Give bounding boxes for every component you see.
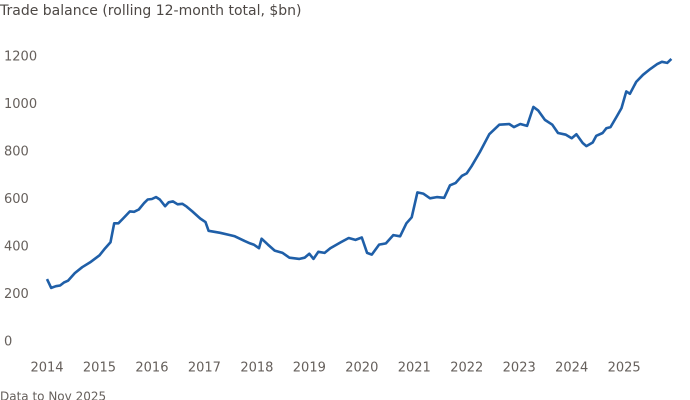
x-tick-label: 2018 — [240, 361, 273, 376]
x-tick-label: 2016 — [135, 361, 168, 376]
y-tick-label: 0 — [4, 335, 12, 350]
data-line — [45, 57, 673, 290]
x-tick-label: 2014 — [30, 361, 63, 376]
x-tick-label: 2020 — [345, 361, 378, 376]
y-tick-label: 200 — [4, 287, 29, 302]
x-tick-label: 2015 — [83, 361, 116, 376]
y-tick-label: 1000 — [4, 97, 37, 112]
source-note: Data to Nov 2025 — [0, 390, 106, 400]
x-tick-label: 2019 — [293, 361, 326, 376]
y-tick-label: 400 — [4, 240, 29, 255]
x-tick-label: 2022 — [450, 361, 483, 376]
x-tick-label: 2021 — [398, 361, 431, 376]
y-tick-label: 1200 — [4, 50, 37, 65]
y-tick-label: 600 — [4, 192, 29, 207]
x-tick-label: 2023 — [503, 361, 536, 376]
chart-title: Trade balance (rolling 12-month total, $… — [0, 3, 302, 19]
x-tick-label: 2025 — [608, 361, 641, 376]
y-tick-label: 800 — [4, 145, 29, 160]
x-tick-label: 2017 — [188, 361, 221, 376]
x-tick-label: 2024 — [555, 361, 588, 376]
